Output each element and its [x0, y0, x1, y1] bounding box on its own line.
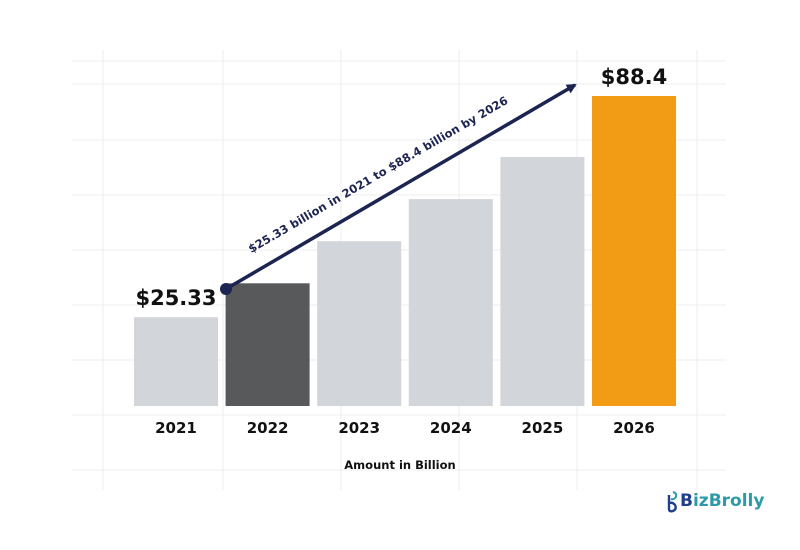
trend-arrow [225, 83, 577, 291]
bar-2022 [225, 283, 310, 406]
x-tick-label-2023: 2023 [338, 419, 380, 437]
x-axis-label: Amount in Billion [344, 458, 455, 472]
bar-2026 [592, 96, 676, 406]
bar-2021 [134, 317, 218, 406]
x-tick-label-2025: 2025 [522, 419, 564, 437]
logo-text-b: B [680, 491, 693, 511]
bars [134, 96, 676, 406]
data-label-2026: $88.4 [601, 65, 667, 89]
bar-2023 [317, 241, 402, 406]
data-labels: $25.33 $88.4 [135, 65, 667, 310]
x-tick-label-2024: 2024 [430, 419, 472, 437]
x-tick-label-2022: 2022 [247, 419, 289, 437]
x-tick-label-2026: 2026 [613, 419, 655, 437]
bizbrolly-logo-icon [667, 491, 678, 513]
logo-text-rest: izBrolly [692, 491, 765, 511]
x-tick-labels: 2021 2022 2023 2024 2025 2026 [155, 419, 655, 437]
data-label-2021: $25.33 [135, 286, 216, 310]
x-tick-label-2021: 2021 [155, 419, 197, 437]
bar-2024 [408, 199, 493, 406]
bar-2025 [500, 157, 585, 406]
